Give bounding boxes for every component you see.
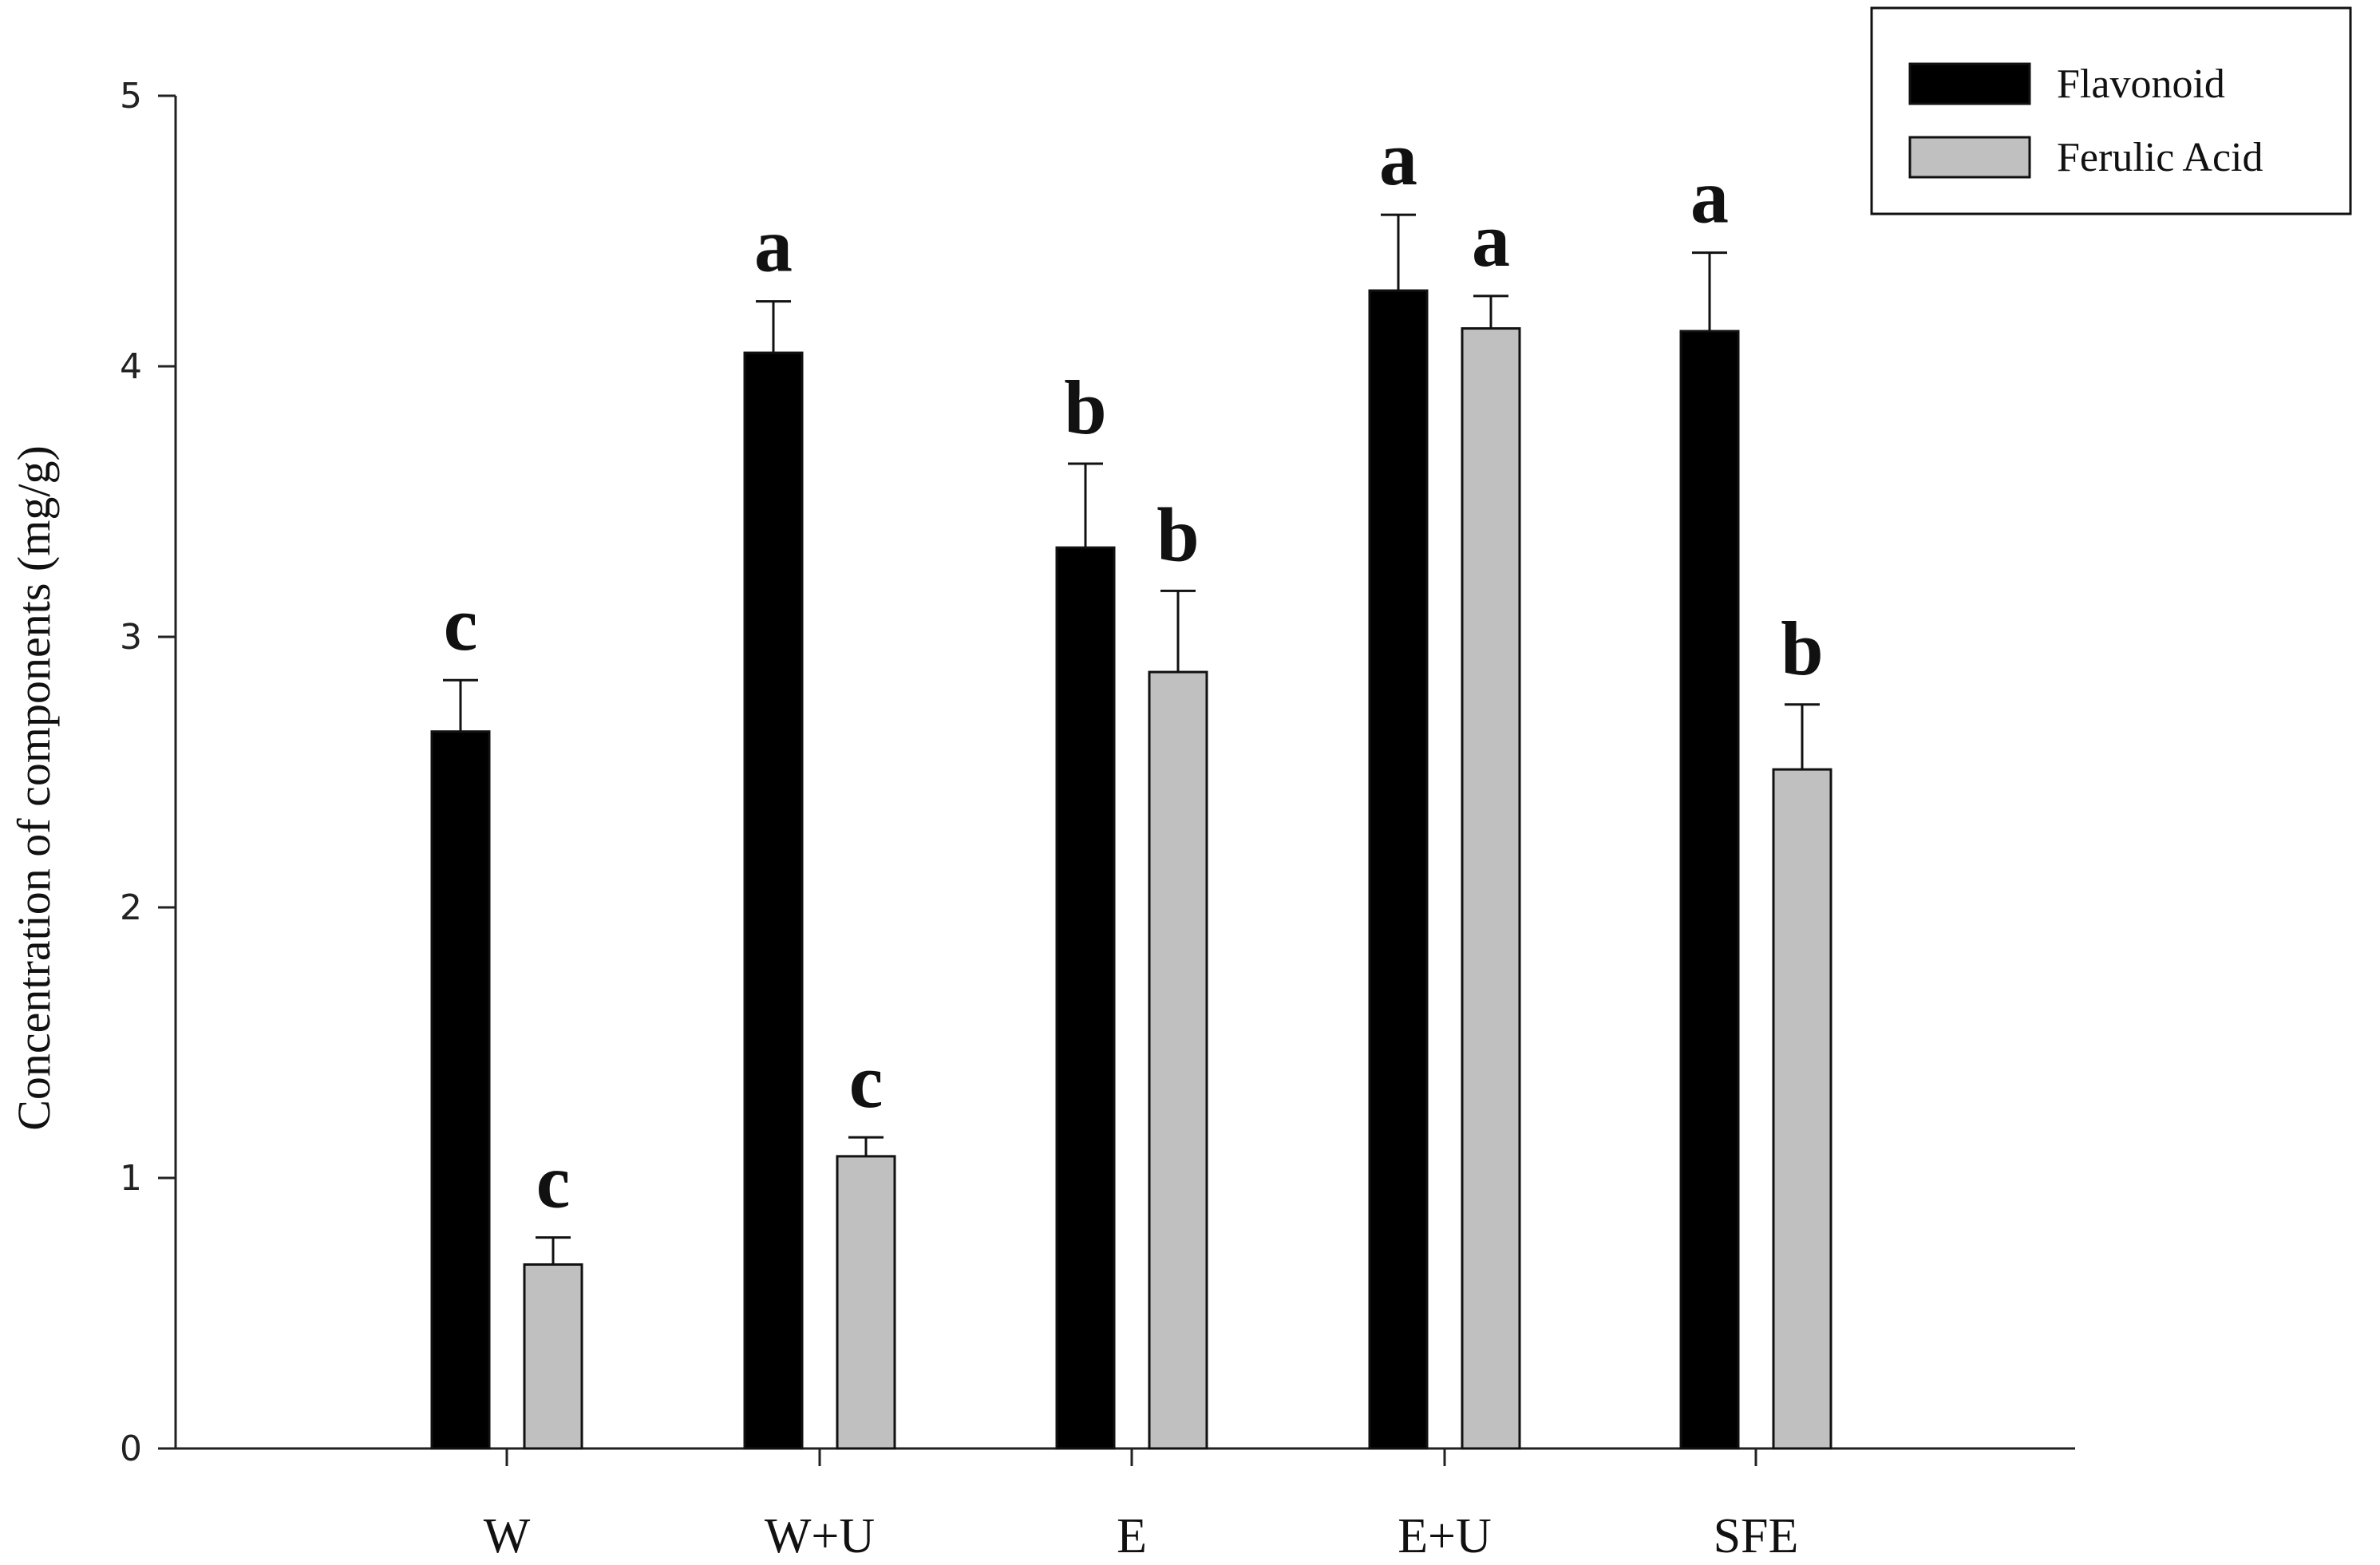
significance-label: c [849,1038,884,1124]
bar [1461,327,1521,1450]
legend: Flavonoid Ferulic Acid [1870,6,2352,215]
x-tick-label: W+U [765,1509,875,1563]
y-axis-label: Concentration of components (mg/g) [8,445,60,1131]
y-tick-label: 3 [120,617,142,658]
bar [523,1263,583,1450]
bar [1055,546,1116,1450]
bar [836,1155,896,1450]
y-tick-label: 0 [120,1429,142,1469]
bars [430,289,1832,1450]
axes: 0 1 2 3 4 5 W W+U E E+U SFE [120,76,2075,1563]
bar [1368,289,1429,1450]
bar [1772,768,1832,1450]
significance-label: a [754,203,793,288]
legend-label: Ferulic Acid [2057,135,2263,180]
legend-box [1870,6,2352,215]
significance-label: a [1472,197,1510,283]
y-tick-label: 2 [120,887,142,928]
significance-label: b [1156,492,1199,577]
legend-swatch [1908,62,2031,105]
significance-label: a [1379,116,1417,201]
bar [1148,670,1208,1450]
significance-label: a [1690,154,1729,239]
significance-label: c [536,1139,571,1224]
bar [1679,330,1740,1450]
legend-swatch [1908,136,2031,179]
x-tick-label: SFE [1714,1509,1799,1563]
y-tick-label: 4 [120,346,142,387]
significance-label: b [1064,365,1106,450]
y-tick-label: 1 [120,1158,142,1199]
significance-label: c [444,581,478,666]
error-bars [443,213,1820,1265]
y-tick-label: 5 [120,76,142,117]
bar [743,351,804,1450]
x-tick-label: E [1117,1509,1147,1563]
bar [430,730,491,1450]
significance-label: b [1781,606,1823,691]
legend-label: Flavonoid [2057,61,2225,107]
x-tick-label: W [484,1509,531,1563]
x-tick-label: E+U [1398,1509,1492,1563]
